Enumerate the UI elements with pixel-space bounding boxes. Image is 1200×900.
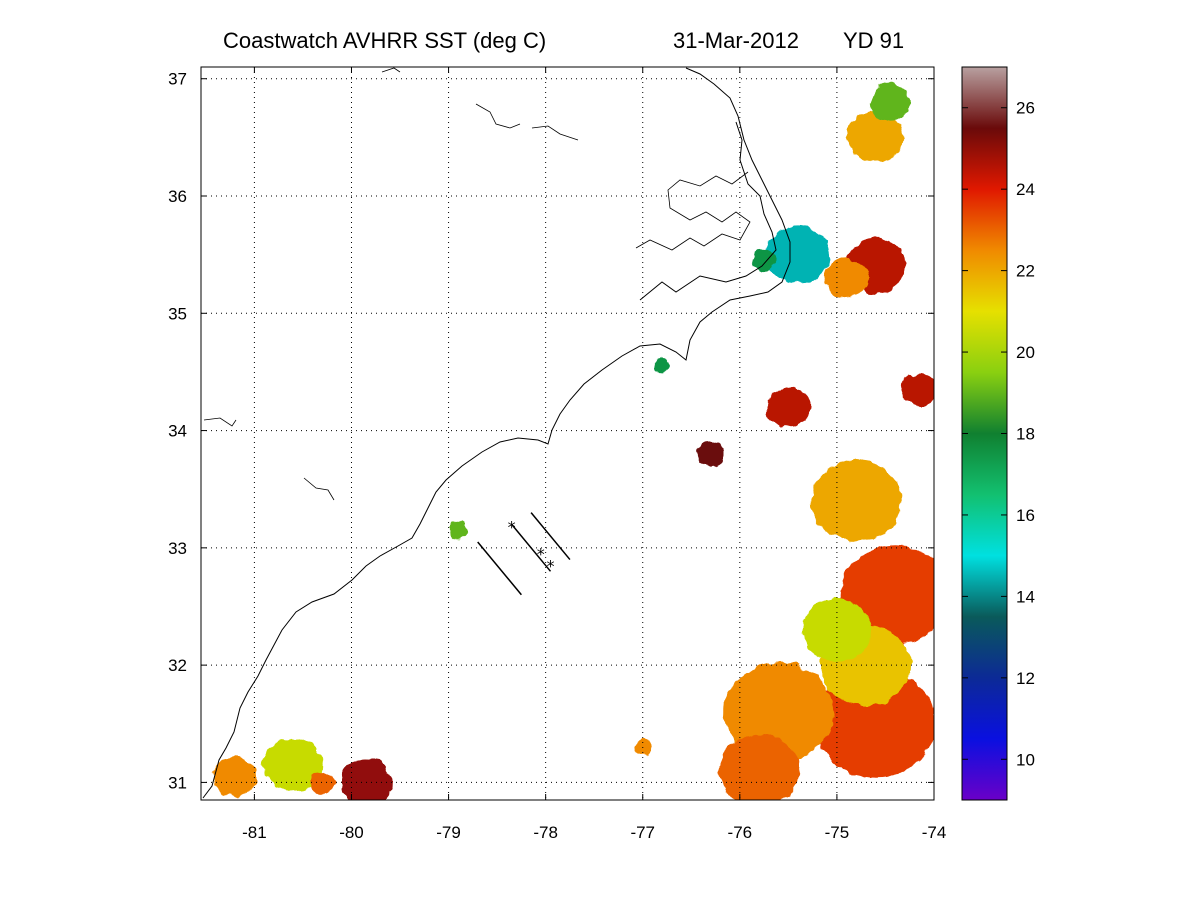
sst-patch	[696, 441, 725, 467]
longitude-axis: -81 -80 -79 -78 -77 -76 -75 -74	[242, 67, 946, 842]
x-tick-label: -75	[825, 823, 850, 842]
colorbar-tick-label: 22	[1016, 262, 1035, 281]
colorbar-axis: 10 12 14 16 18 20 22 24 26	[962, 99, 1035, 769]
river-path-north	[475, 103, 521, 129]
sst-patch	[752, 249, 777, 272]
sst-patch	[719, 734, 800, 800]
transect-lines	[477, 512, 571, 596]
y-tick-label: 36	[168, 187, 187, 206]
colorbar-tick-label: 20	[1016, 343, 1035, 362]
sst-patch	[811, 460, 902, 542]
title-date: 31-Mar-2012	[673, 28, 799, 53]
sst-patch	[847, 112, 904, 163]
coastline	[202, 67, 791, 799]
colorbar-tick-label: 14	[1016, 587, 1035, 606]
colorbar-tick-label: 18	[1016, 425, 1035, 444]
colorbar-tick-label: 24	[1016, 180, 1035, 199]
river-path-sc	[303, 477, 335, 501]
x-tick-label: -74	[922, 823, 947, 842]
sst-patch	[340, 759, 393, 800]
colorbar-tick-label: 26	[1016, 99, 1035, 118]
sst-field	[212, 84, 934, 800]
colorbar-tick-label: 12	[1016, 669, 1035, 688]
title-yearday: YD 91	[843, 28, 905, 53]
x-tick-label: -76	[728, 823, 753, 842]
map-frame	[200, 66, 935, 801]
inner-sound-path	[639, 121, 777, 301]
river-path-top	[381, 67, 401, 73]
y-tick-label: 31	[168, 773, 187, 792]
sst-patch	[448, 521, 469, 540]
station-markers: ***	[508, 518, 555, 576]
transect-line	[530, 512, 571, 561]
sst-patch	[766, 225, 831, 284]
x-tick-label: -78	[533, 823, 558, 842]
river-path-2	[531, 125, 579, 141]
x-tick-label: -80	[339, 823, 364, 842]
sst-patch	[263, 737, 324, 792]
sst-patch	[212, 756, 257, 797]
y-tick-label: 33	[168, 539, 187, 558]
transect-line	[511, 523, 552, 572]
transect-line	[477, 541, 522, 596]
coastline-path	[202, 67, 791, 799]
sst-patch	[310, 771, 335, 794]
sst-patch	[824, 258, 869, 298]
map-title: Coastwatch AVHRR SST (deg C) 31-Mar-2012…	[200, 28, 935, 58]
colorbar	[962, 67, 1007, 800]
station-marker: *	[537, 545, 545, 564]
x-tick-label: -81	[242, 823, 267, 842]
sst-patch	[901, 373, 934, 406]
station-marker: *	[508, 518, 516, 537]
x-tick-label: -79	[436, 823, 461, 842]
y-tick-label: 32	[168, 656, 187, 675]
sst-patch	[801, 598, 872, 662]
x-tick-label: -77	[630, 823, 655, 842]
y-tick-label: 37	[168, 70, 187, 89]
inner-bays-path	[635, 171, 751, 251]
colorbar-tick-label: 16	[1016, 506, 1035, 525]
colorbar-tick-label: 10	[1016, 750, 1035, 769]
y-tick-label: 34	[168, 422, 187, 441]
latitude-axis: 31 32 33 34 35 36 37	[168, 70, 934, 792]
sst-patch	[870, 84, 911, 121]
river-path-ga	[203, 417, 237, 427]
title-product: Coastwatch AVHRR SST (deg C)	[223, 28, 547, 53]
sst-patch	[654, 358, 671, 374]
y-tick-label: 35	[168, 304, 187, 323]
station-marker: *	[547, 556, 555, 575]
sst-patch	[766, 387, 811, 427]
